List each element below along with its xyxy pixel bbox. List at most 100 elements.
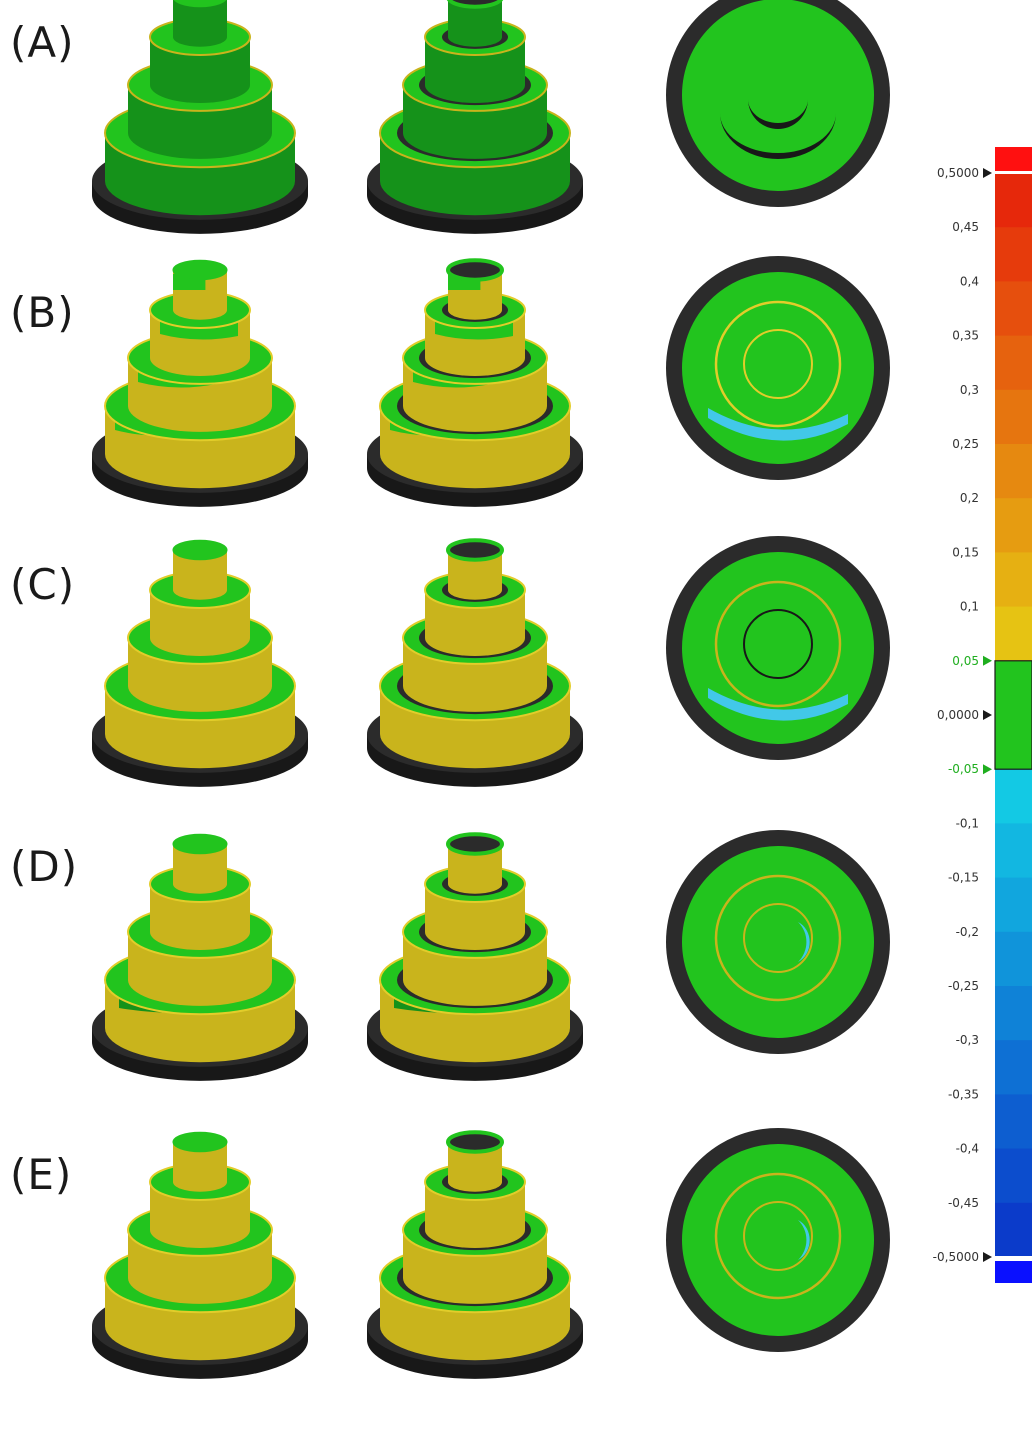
top-view-surface — [682, 846, 874, 1038]
scale-band — [995, 606, 1032, 662]
scale-tick-label: 0,2 — [960, 491, 979, 505]
row-label-a: (A) — [10, 18, 75, 67]
deviation-ring — [714, 874, 842, 1002]
model-hollow — [367, 1130, 583, 1379]
scale-band — [995, 444, 1032, 499]
scale-over-range — [995, 147, 1032, 171]
deviation-ring — [743, 329, 813, 399]
scale-tick-label: 0,1 — [960, 600, 979, 614]
model-hollow — [367, 538, 583, 787]
top-view-surface — [682, 552, 874, 744]
cap-top — [172, 833, 228, 855]
deviation-band — [708, 408, 848, 441]
model-hollow — [367, 832, 583, 1081]
scale-marker-icon — [983, 168, 992, 178]
scale-tick-label: 0,15 — [952, 545, 979, 559]
scale-band — [995, 173, 1032, 228]
scale-band — [995, 1148, 1032, 1204]
model-hollow — [367, 0, 583, 234]
cap-top — [172, 1131, 228, 1153]
scale-tick-label: 0,3 — [960, 383, 979, 397]
model-top-view — [666, 0, 890, 207]
scale-tick-label: -0,25 — [948, 979, 979, 993]
cap-top — [446, 0, 504, 9]
model-top-view — [666, 830, 890, 1054]
row-label-d: (D) — [10, 842, 79, 891]
deviation-ring — [743, 609, 813, 679]
scale-tick-label: 0,05 — [952, 654, 979, 668]
deviation-ring — [743, 903, 813, 973]
scale-band — [995, 335, 1032, 391]
scale-tick-label: 0,45 — [952, 220, 979, 234]
model-solid — [92, 0, 308, 234]
scale-band — [995, 498, 1032, 553]
deviation-spot — [798, 922, 810, 962]
scale-tick-label: -0,05 — [948, 762, 979, 776]
cap-top — [173, 0, 227, 8]
cap-top — [446, 538, 504, 562]
cap-top — [446, 258, 504, 282]
scale-band — [995, 1202, 1032, 1258]
scale-tick-label: -0,15 — [948, 871, 979, 885]
model-solid — [92, 539, 308, 787]
scale-tick-label: -0,5000 — [933, 1250, 979, 1264]
row-label-e: (E) — [10, 1150, 73, 1199]
deviation-ring — [743, 1201, 813, 1271]
scale-tick-label: -0,45 — [948, 1196, 979, 1210]
cap-top — [446, 832, 504, 856]
deviation-spot — [798, 1220, 810, 1260]
scale-band — [995, 389, 1032, 445]
scale-band — [995, 660, 1032, 716]
scale-band — [995, 552, 1032, 608]
tolerance-band-outline — [994, 660, 1032, 770]
cap-top — [446, 1130, 504, 1154]
deviation-ring — [714, 300, 842, 428]
scale-marker-icon — [983, 655, 992, 666]
scale-tick-label: 0,4 — [960, 274, 979, 288]
deviation-ring — [714, 1172, 842, 1300]
deviation-ring — [714, 580, 842, 708]
scale-tick-label: -0,35 — [948, 1087, 979, 1101]
model-top-view — [666, 256, 890, 480]
scale-band — [995, 986, 1032, 1041]
scale-marker-icon — [983, 710, 992, 720]
row-label-b: (B) — [10, 288, 75, 337]
scale-marker-icon — [983, 764, 992, 775]
row-label-c: (C) — [10, 560, 76, 609]
scale-band — [995, 823, 1032, 879]
scale-band — [995, 227, 1032, 282]
model-top-view — [666, 536, 890, 760]
scale-under-range — [995, 1261, 1032, 1283]
deviation-band — [708, 688, 848, 721]
top-view-surface — [682, 272, 874, 464]
scale-band — [995, 877, 1032, 933]
scale-band — [995, 715, 1032, 770]
model-solid — [92, 259, 308, 507]
scale-tick-label: -0,1 — [956, 816, 979, 830]
cap-top — [172, 539, 228, 561]
top-view-surface — [682, 1144, 874, 1336]
step-shadow — [748, 99, 808, 129]
scale-band — [995, 1094, 1032, 1150]
color-scale: 0,5000 0,45 0,4 0,35 0,3 0,25 0,2 0,15 0,1 0,05 0,… — [933, 147, 1032, 1283]
scale-tick-label: 0,0000 — [937, 708, 979, 722]
scale-tick-label: 0,35 — [952, 329, 979, 343]
scale-band — [995, 769, 1032, 824]
scale-band — [995, 1040, 1032, 1095]
model-solid — [92, 833, 308, 1081]
model-solid — [92, 1131, 308, 1379]
model-hollow — [367, 258, 583, 507]
top-view-surface — [682, 0, 874, 191]
scale-tick-label: -0,3 — [956, 1033, 979, 1047]
scale-tick-label: -0,4 — [956, 1142, 979, 1156]
scale-tick-label: -0,2 — [956, 925, 979, 939]
model-top-view — [666, 1128, 890, 1352]
cap-top — [172, 259, 228, 281]
scale-band — [995, 281, 1032, 337]
scale-tick-label: 0,5000 — [937, 166, 979, 180]
scale-tick-label: 0,25 — [952, 437, 979, 451]
scale-marker-icon — [983, 1252, 992, 1262]
model-grid — [92, 0, 890, 1379]
scale-band — [995, 931, 1032, 987]
